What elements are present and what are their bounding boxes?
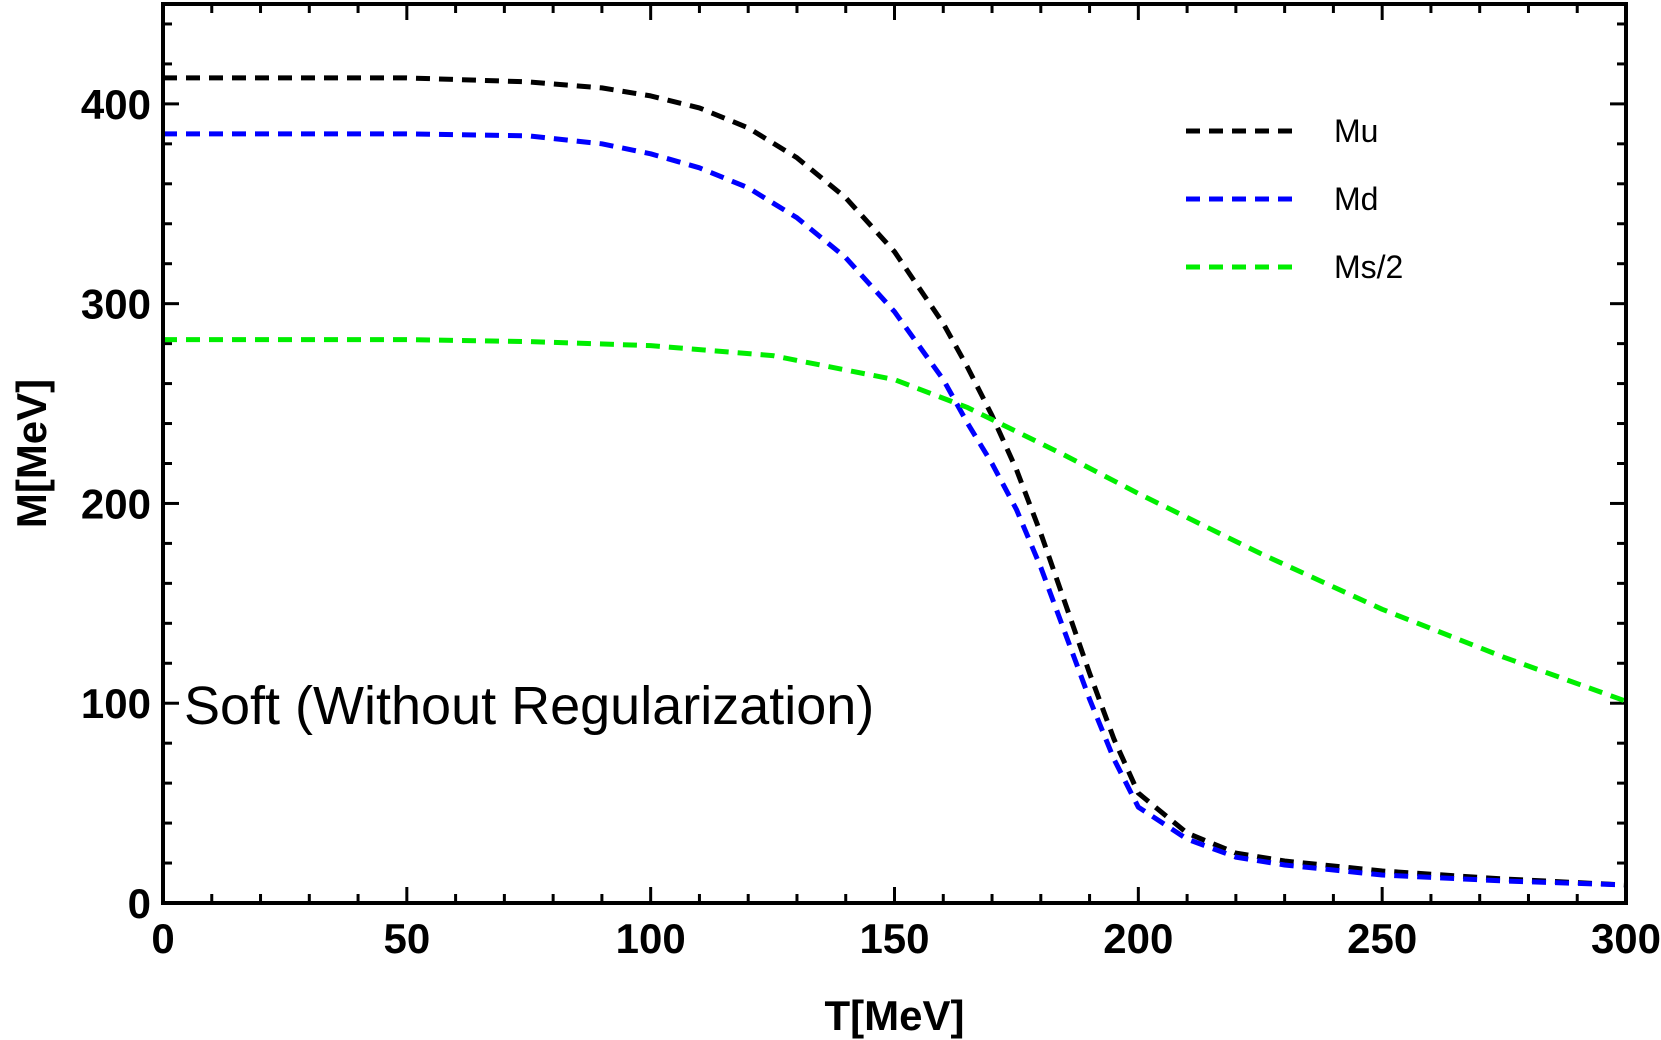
- legend-label: Mu: [1334, 113, 1378, 149]
- series-line-3: [163, 337, 1627, 704]
- y-tick-label: 300: [81, 281, 151, 328]
- x-axis-title: T[MeV]: [825, 992, 965, 1039]
- y-tick-label: 400: [81, 81, 151, 128]
- legend: Mu Md Ms/2: [1186, 113, 1403, 285]
- series-line-2: [163, 131, 1627, 888]
- x-tick-label: 150: [859, 915, 929, 962]
- x-tick-label: 200: [1103, 915, 1173, 962]
- plot-frame: [161, 2, 1628, 905]
- y-tick-label: 200: [81, 480, 151, 527]
- x-tick-label: 50: [383, 915, 430, 962]
- axis-ticks: [161, 4, 1628, 905]
- tick-labels: 0 50 100 150 200 250 300 0 100 200 300 400: [81, 81, 1661, 962]
- chart-annotation: Soft (Without Regularization): [184, 676, 874, 736]
- x-tick-label: 100: [616, 915, 686, 962]
- y-axis-title: M[MeV]: [8, 379, 55, 528]
- x-tick-label: 300: [1591, 915, 1661, 962]
- y-tick-label: 0: [128, 880, 151, 927]
- x-tick-label: 250: [1347, 915, 1417, 962]
- x-tick-label: 0: [151, 915, 174, 962]
- series-line-1: [163, 75, 1627, 888]
- legend-label: Md: [1334, 181, 1378, 217]
- plot-series: [163, 75, 1627, 888]
- legend-label: Ms/2: [1334, 249, 1403, 285]
- y-tick-label: 100: [81, 680, 151, 727]
